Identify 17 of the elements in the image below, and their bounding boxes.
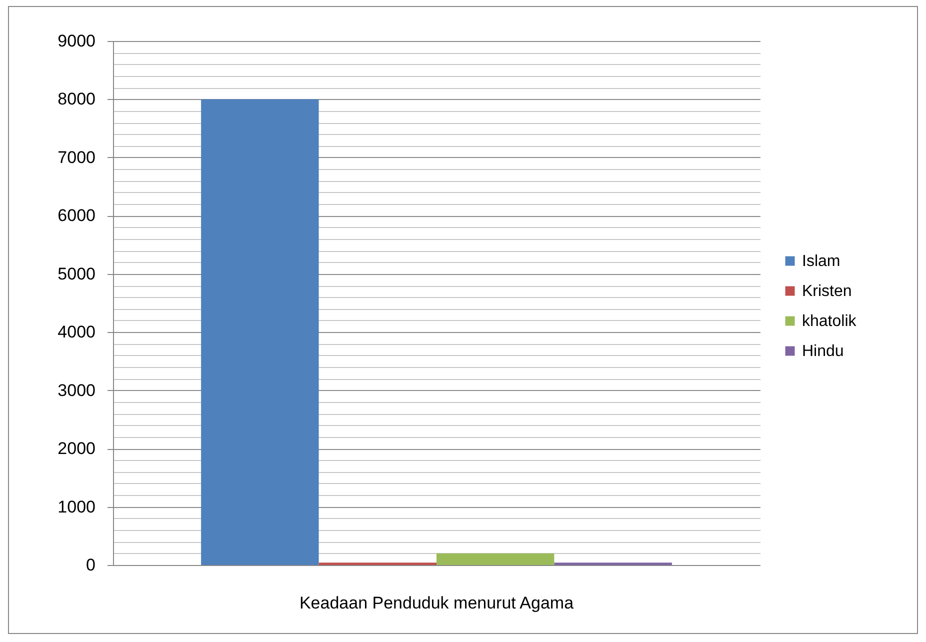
y-tick-label: 3000 (58, 380, 96, 400)
legend-label: Kristen (802, 283, 852, 300)
y-tick-label: 1000 (58, 497, 96, 516)
y-tick-label: 2000 (58, 439, 96, 458)
y-tick-label: 8000 (58, 90, 96, 109)
y-tick-label: 7000 (58, 148, 96, 167)
y-tick-label: 4000 (58, 322, 96, 342)
legend-label: Hindu (802, 343, 844, 360)
x-tick-label: Keadaan Penduduk menurut Agama (299, 594, 574, 612)
bar (201, 99, 319, 565)
y-tick-label: 9000 (58, 32, 96, 50)
bar (436, 553, 554, 565)
legend-label: khatolik (802, 313, 858, 330)
y-tick-label: 0 (86, 556, 96, 574)
legend-label: Islam (802, 253, 840, 270)
y-tick-label: 6000 (58, 206, 96, 226)
y-tick-label: 5000 (58, 264, 96, 284)
